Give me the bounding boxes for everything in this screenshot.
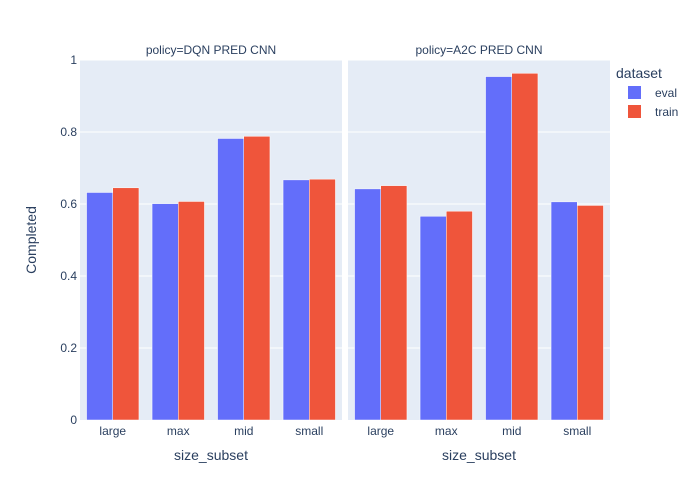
bar-train-max[interactable] bbox=[446, 210, 473, 421]
x-tick-label: large bbox=[367, 424, 394, 438]
panel-1: large max mid small policy=A2C PRED CNN size_… bbox=[348, 43, 610, 463]
y-tick-label: 1 bbox=[70, 53, 77, 67]
legend-swatch-train bbox=[628, 105, 641, 118]
bar-eval-mid[interactable] bbox=[485, 76, 512, 421]
bar-train-small[interactable] bbox=[309, 178, 336, 421]
panel-title: policy=DQN PRED CNN bbox=[146, 43, 276, 57]
x-axis-title: size_subset bbox=[442, 447, 516, 463]
bar-train-max[interactable] bbox=[178, 201, 205, 421]
panel-title: policy=A2C PRED CNN bbox=[415, 43, 542, 57]
bar-train-mid[interactable] bbox=[243, 136, 271, 421]
y-tick-label: 0.2 bbox=[60, 341, 77, 355]
x-tick-label: small bbox=[563, 424, 591, 438]
bar-eval-large[interactable] bbox=[86, 192, 114, 421]
bar-eval-max[interactable] bbox=[151, 203, 179, 421]
x-tick-label: max bbox=[167, 424, 190, 438]
y-tick-label: 0.6 bbox=[60, 197, 77, 211]
bar-eval-small[interactable] bbox=[550, 201, 578, 421]
y-tick-label: 0 bbox=[70, 413, 77, 427]
legend-item-train[interactable]: train bbox=[628, 105, 678, 119]
bar-train-mid[interactable] bbox=[511, 73, 539, 421]
x-axis-title: size_subset bbox=[174, 447, 248, 463]
bar-eval-max[interactable] bbox=[419, 215, 447, 421]
x-tick-label: max bbox=[435, 424, 458, 438]
y-tick-label: 0.4 bbox=[60, 269, 77, 283]
x-tick-label: mid bbox=[502, 424, 521, 438]
legend-swatch-eval bbox=[628, 86, 641, 99]
x-tick-label: large bbox=[99, 424, 126, 438]
bar-eval-small[interactable] bbox=[282, 179, 310, 421]
bar-train-large[interactable] bbox=[112, 187, 140, 421]
legend[interactable]: dataset eval train bbox=[616, 65, 678, 119]
panel-0: large max mid small policy=DQN PRED CNN size_… bbox=[80, 43, 342, 463]
x-tick-label: mid bbox=[234, 424, 253, 438]
bar-train-large[interactable] bbox=[380, 185, 408, 421]
legend-label-eval: eval bbox=[655, 86, 677, 100]
legend-label-train: train bbox=[655, 105, 678, 119]
legend-title: dataset bbox=[616, 65, 662, 81]
bar-train-small[interactable] bbox=[577, 205, 604, 421]
panels-layer: large max mid small policy=DQN PRED CNN size_… bbox=[60, 43, 610, 463]
y-tick-label: 0.8 bbox=[60, 125, 77, 139]
y-axis-title: Completed bbox=[23, 206, 39, 274]
legend-item-eval[interactable]: eval bbox=[628, 86, 677, 100]
bar-eval-large[interactable] bbox=[354, 188, 381, 421]
y-axis: 0 0.2 0.4 0.6 0.8 1 bbox=[60, 53, 77, 427]
bar-eval-mid[interactable] bbox=[217, 138, 245, 421]
x-tick-label: small bbox=[295, 424, 323, 438]
